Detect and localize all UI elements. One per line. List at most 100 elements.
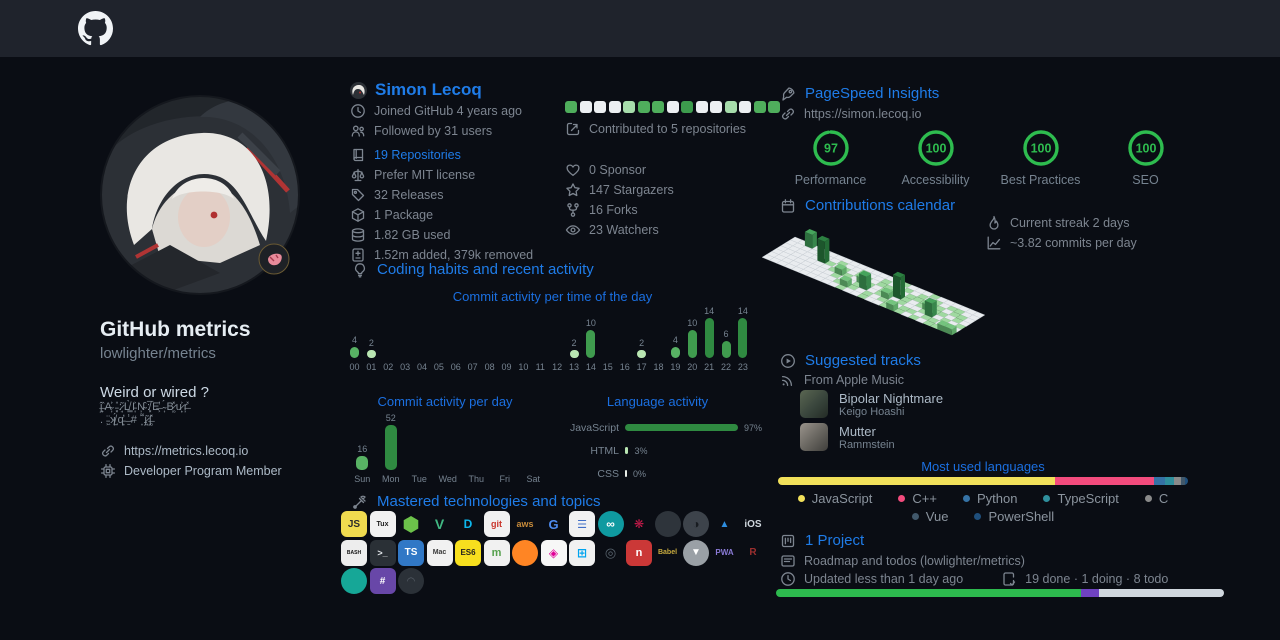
music-section-title[interactable]: Suggested tracks [780,352,921,369]
track-title[interactable]: Mutter [839,423,876,439]
bar-value: 2 [368,338,374,348]
pagespeed-title[interactable]: PageSpeed Insights [805,85,940,102]
track-item[interactable]: Bipolar Nightmare Keigo Hoashi [800,390,943,418]
docker-icon: D [463,517,473,531]
website-row[interactable]: https://metrics.lecoq.io [100,443,310,459]
github-logo-icon[interactable] [78,11,113,46]
gauge-label: Performance [794,173,867,187]
hour-slot: 2 13 [566,302,583,372]
babel-icon: Babel [657,549,678,556]
contribution-square [579,101,592,113]
music-title[interactable]: Suggested tracks [805,352,921,369]
sponsors-row: 0 Sponsor [565,162,780,178]
legend-label: JavaScript [811,491,873,506]
website-url[interactable]: https://metrics.lecoq.io [124,444,249,458]
pagespeed-url-row[interactable]: https://simon.lecoq.io [780,106,921,122]
day-label: Thu [468,474,484,484]
hour-slot: 2 01 [363,302,380,372]
user-name-link[interactable]: Simon Lecoq [375,80,482,99]
legend-label: C++ [912,491,937,506]
license-row: Prefer MIT license [350,167,533,183]
progress-segment-doing [1080,589,1099,597]
habits-title: Coding habits and recent activity [377,261,594,278]
hour-chart: 4 00 2 01 02 03 04 05 06 07 08 09 10 11 12 2 13 10 14 15 16 2… [346,302,751,372]
bar [384,425,397,470]
joined-row: Joined GitHub 4 years ago [350,103,533,119]
bar-value: 6 [723,328,729,339]
repositories-link[interactable]: 19 Repositories [374,148,461,162]
hour-slot: 16 [616,302,633,372]
legend-dot [898,495,906,502]
bar [586,329,596,358]
swoosh-logo-icon: ◠ [398,568,424,594]
track-item[interactable]: Mutter Rammstein [800,423,943,451]
lightbulb-icon [355,262,365,277]
arduino-icon: ∞ [597,511,624,537]
bar-value: 2 [571,338,577,348]
lang-bar [625,447,629,454]
windows-icon: ⊞ [569,539,595,566]
packages-row: 1 Package [350,207,533,223]
pagespeed-url[interactable]: https://simon.lecoq.io [804,107,922,121]
google-icon: G [548,516,559,532]
hour-slot: 10 14 [582,302,599,373]
language-segment [1174,477,1182,485]
profile-panel: GitHub metrics lowlighter/metrics Weird … [100,95,310,483]
legend-item: Vue [911,509,948,524]
calendar-title[interactable]: Contributions calendar [805,197,956,214]
bar [670,346,680,358]
project-updated: Updated less than 1 day ago [780,571,963,587]
hour-label: 23 [737,362,748,372]
project-icon [781,534,795,547]
contributed-row: Contributed to 5 repositories [565,121,780,137]
bar-value: 16 [357,444,368,455]
bar-value: 4 [351,334,357,345]
tech-section-title: Mastered technologies and topics [352,493,600,510]
repositories-row[interactable]: 19 Repositories [350,147,533,163]
star-icon [566,183,580,197]
gauge-label: Accessibility [901,173,970,187]
law-icon [351,168,365,182]
project-title[interactable]: 1 Project [805,532,865,549]
hour-slot: 12 [549,302,566,372]
bar-value: 10 [687,317,698,328]
bash-icon: BASH [341,539,367,566]
releases-label: 32 Releases [374,188,444,202]
hour-slot: 08 [481,302,498,372]
rust-icon: R [749,547,757,558]
hour-slot: 04 [414,302,431,372]
contributed-label: Contributed to 5 repositories [589,122,747,136]
day-chart-title: Commit activity per day [377,394,513,409]
hour-label: 00 [349,362,360,372]
day-slot: Thu [462,406,491,484]
project-section-title[interactable]: 1 Project [780,532,864,549]
contribution-square [594,101,606,113]
repo-slug: lowlighter/metrics [100,345,216,362]
project-meta-row: Updated less than 1 day ago 19 done · 1 … [780,571,1224,587]
calendar-section-title[interactable]: Contributions calendar [780,197,955,214]
hour-slot: 2 17 [633,302,650,372]
track-title[interactable]: Bipolar Nightmare [839,390,944,406]
hour-slot: 11 [532,302,549,372]
streak-row: Current streak 2 days [986,215,1137,231]
pagespeed-section-title[interactable]: PageSpeed Insights [780,85,939,102]
project-name-row: Roadmap and todos (lowlighter/metrics) [780,553,1025,569]
legend-label: PowerShell [988,509,1055,524]
lang-activity-chart: JavaScript 97% HTML 3% CSS 0% [563,416,762,485]
link-icon [102,445,114,457]
calendar-icon [781,198,795,213]
diff-icon [352,248,364,262]
macos-icon: Mac [426,539,453,566]
git-icon: git [483,511,510,537]
hour-label: 21 [704,362,715,372]
lang-label: CSS [597,467,619,480]
terminal-icon: >_ [369,539,396,566]
gauge-ring: 97 [812,130,849,166]
electron-icon: ◎ [604,544,617,560]
project-updated-label: Updated less than 1 day ago [804,572,964,586]
linux-icon: Tux [369,511,396,537]
legend-row: JavaScript C++ Python TypeScript C [778,491,1188,506]
track-list: Bipolar Nightmare Keigo Hoashi Mutter Ra… [800,390,943,456]
tagline-glitch-line2: . ̵͖̈ʞ̸̺́q̵̙̓ ̶̱̾# ͙͌ɟ̷̘͂ʃ̶̻̽ [100,414,154,426]
